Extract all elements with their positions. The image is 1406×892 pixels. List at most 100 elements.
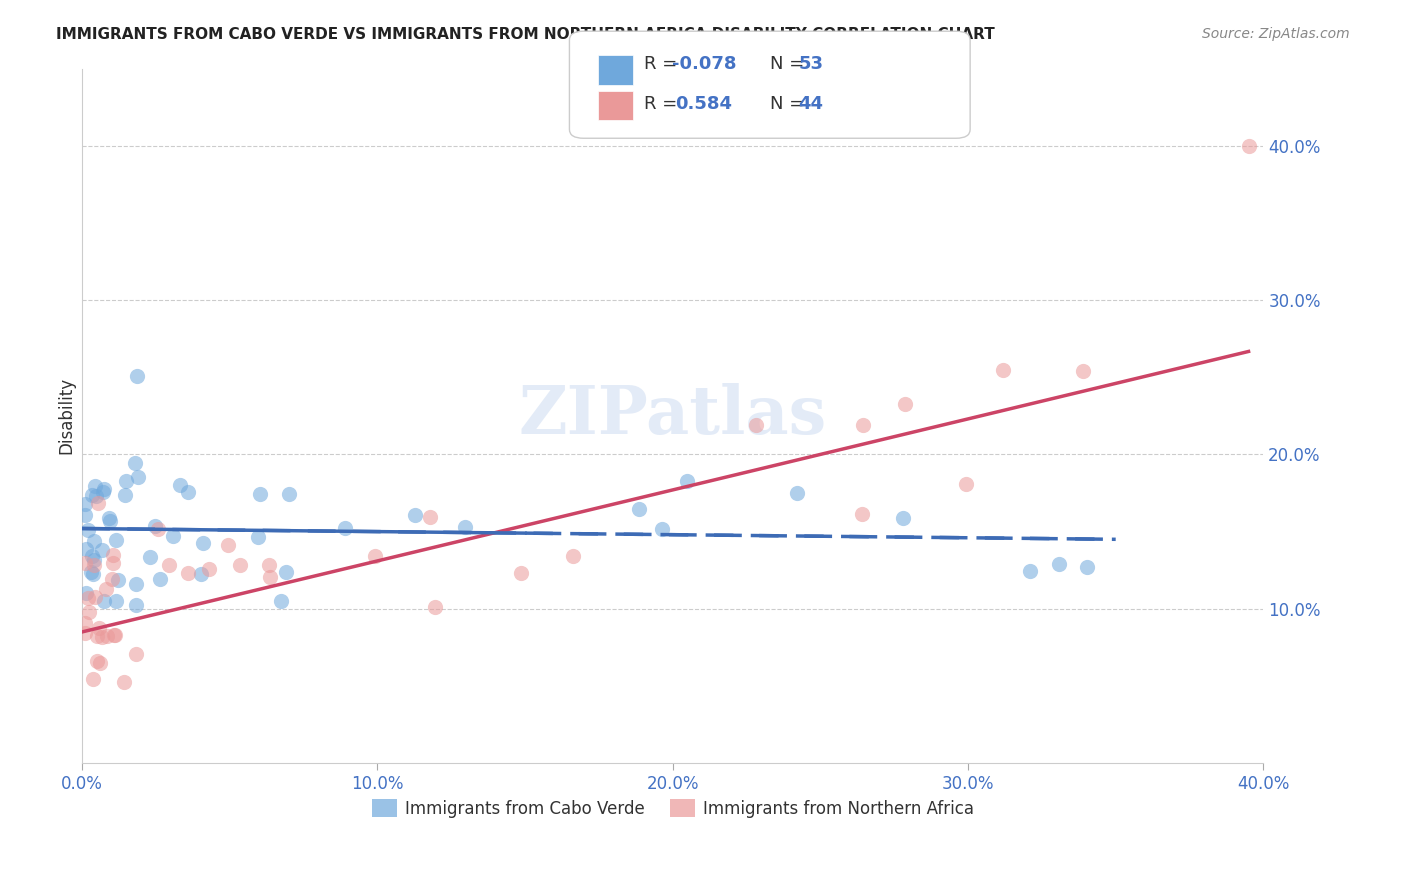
Point: [75, 497, 97, 511]
Point: [86, 629, 108, 643]
Point: [176, 484, 198, 499]
Text: R =: R =: [644, 55, 683, 73]
Point: [125, 647, 148, 661]
Point: [82, 672, 104, 686]
Y-axis label: Disability: Disability: [58, 377, 75, 454]
Point: [651, 522, 673, 536]
Point: [82, 566, 104, 581]
Point: [83, 533, 105, 548]
Text: 53: 53: [799, 55, 824, 73]
Point: [103, 627, 125, 641]
Point: [786, 486, 808, 500]
Point: [127, 368, 149, 383]
Point: [98, 510, 121, 524]
Point: [143, 519, 166, 533]
Point: [274, 565, 297, 579]
Point: [335, 521, 357, 535]
Point: [98, 514, 121, 528]
Point: [75, 626, 97, 640]
Point: [745, 417, 768, 432]
Point: [125, 598, 148, 612]
Point: [404, 508, 426, 522]
Legend: Immigrants from Cabo Verde, Immigrants from Northern Africa: Immigrants from Cabo Verde, Immigrants f…: [364, 793, 980, 824]
Text: Source: ZipAtlas.com: Source: ZipAtlas.com: [1202, 27, 1350, 41]
Text: ZIPatlas: ZIPatlas: [519, 384, 827, 449]
Point: [363, 549, 385, 564]
Point: [93, 594, 115, 608]
Point: [991, 363, 1014, 377]
Point: [217, 539, 239, 553]
Point: [1073, 364, 1095, 378]
Point: [259, 558, 281, 573]
Point: [75, 557, 97, 571]
Point: [270, 594, 292, 608]
Point: [676, 474, 699, 488]
Point: [103, 628, 125, 642]
Point: [91, 485, 114, 500]
Point: [177, 566, 200, 581]
Text: IMMIGRANTS FROM CABO VERDE VS IMMIGRANTS FROM NORTHERN AFRICA DISABILITY CORRELA: IMMIGRANTS FROM CABO VERDE VS IMMIGRANTS…: [56, 27, 995, 42]
Point: [101, 572, 124, 586]
Point: [190, 567, 212, 582]
Point: [159, 558, 181, 573]
Point: [115, 474, 138, 488]
Point: [124, 456, 146, 470]
Point: [87, 496, 110, 510]
Text: R =: R =: [644, 95, 689, 113]
Point: [101, 548, 124, 562]
Point: [139, 549, 162, 564]
Point: [77, 605, 100, 619]
Point: [77, 523, 100, 537]
Point: [419, 510, 441, 524]
Point: [89, 621, 111, 635]
Point: [627, 501, 650, 516]
Point: [93, 483, 115, 497]
Text: 44: 44: [799, 95, 824, 113]
Point: [149, 572, 172, 586]
Point: [105, 593, 128, 607]
Point: [83, 553, 105, 567]
Point: [75, 616, 97, 631]
Point: [84, 590, 107, 604]
Point: [1047, 557, 1070, 571]
Point: [561, 549, 583, 564]
Point: [80, 566, 103, 580]
Point: [162, 529, 184, 543]
Point: [107, 573, 129, 587]
Point: [91, 543, 114, 558]
Point: [75, 542, 97, 557]
Point: [229, 558, 252, 573]
Point: [891, 510, 914, 524]
Point: [94, 582, 117, 596]
Point: [91, 630, 114, 644]
Point: [82, 549, 104, 563]
Point: [1076, 560, 1098, 574]
Point: [96, 629, 118, 643]
Point: [955, 476, 977, 491]
Text: 0.584: 0.584: [675, 95, 733, 113]
Point: [83, 558, 105, 573]
Point: [1237, 138, 1260, 153]
Point: [127, 470, 149, 484]
Point: [249, 487, 271, 501]
Point: [894, 396, 917, 410]
Point: [75, 508, 97, 522]
Point: [84, 489, 107, 503]
Point: [510, 566, 533, 580]
Point: [1019, 565, 1042, 579]
Point: [851, 507, 873, 521]
Point: [425, 599, 447, 614]
Point: [454, 520, 477, 534]
Text: N =: N =: [770, 95, 810, 113]
Point: [75, 586, 97, 600]
Point: [86, 654, 108, 668]
Point: [198, 562, 221, 576]
Point: [104, 533, 127, 547]
Point: [246, 530, 269, 544]
Point: [89, 656, 111, 670]
Point: [852, 418, 875, 433]
Point: [259, 570, 281, 584]
Point: [101, 556, 124, 570]
Text: -0.078: -0.078: [672, 55, 737, 73]
Point: [278, 487, 301, 501]
